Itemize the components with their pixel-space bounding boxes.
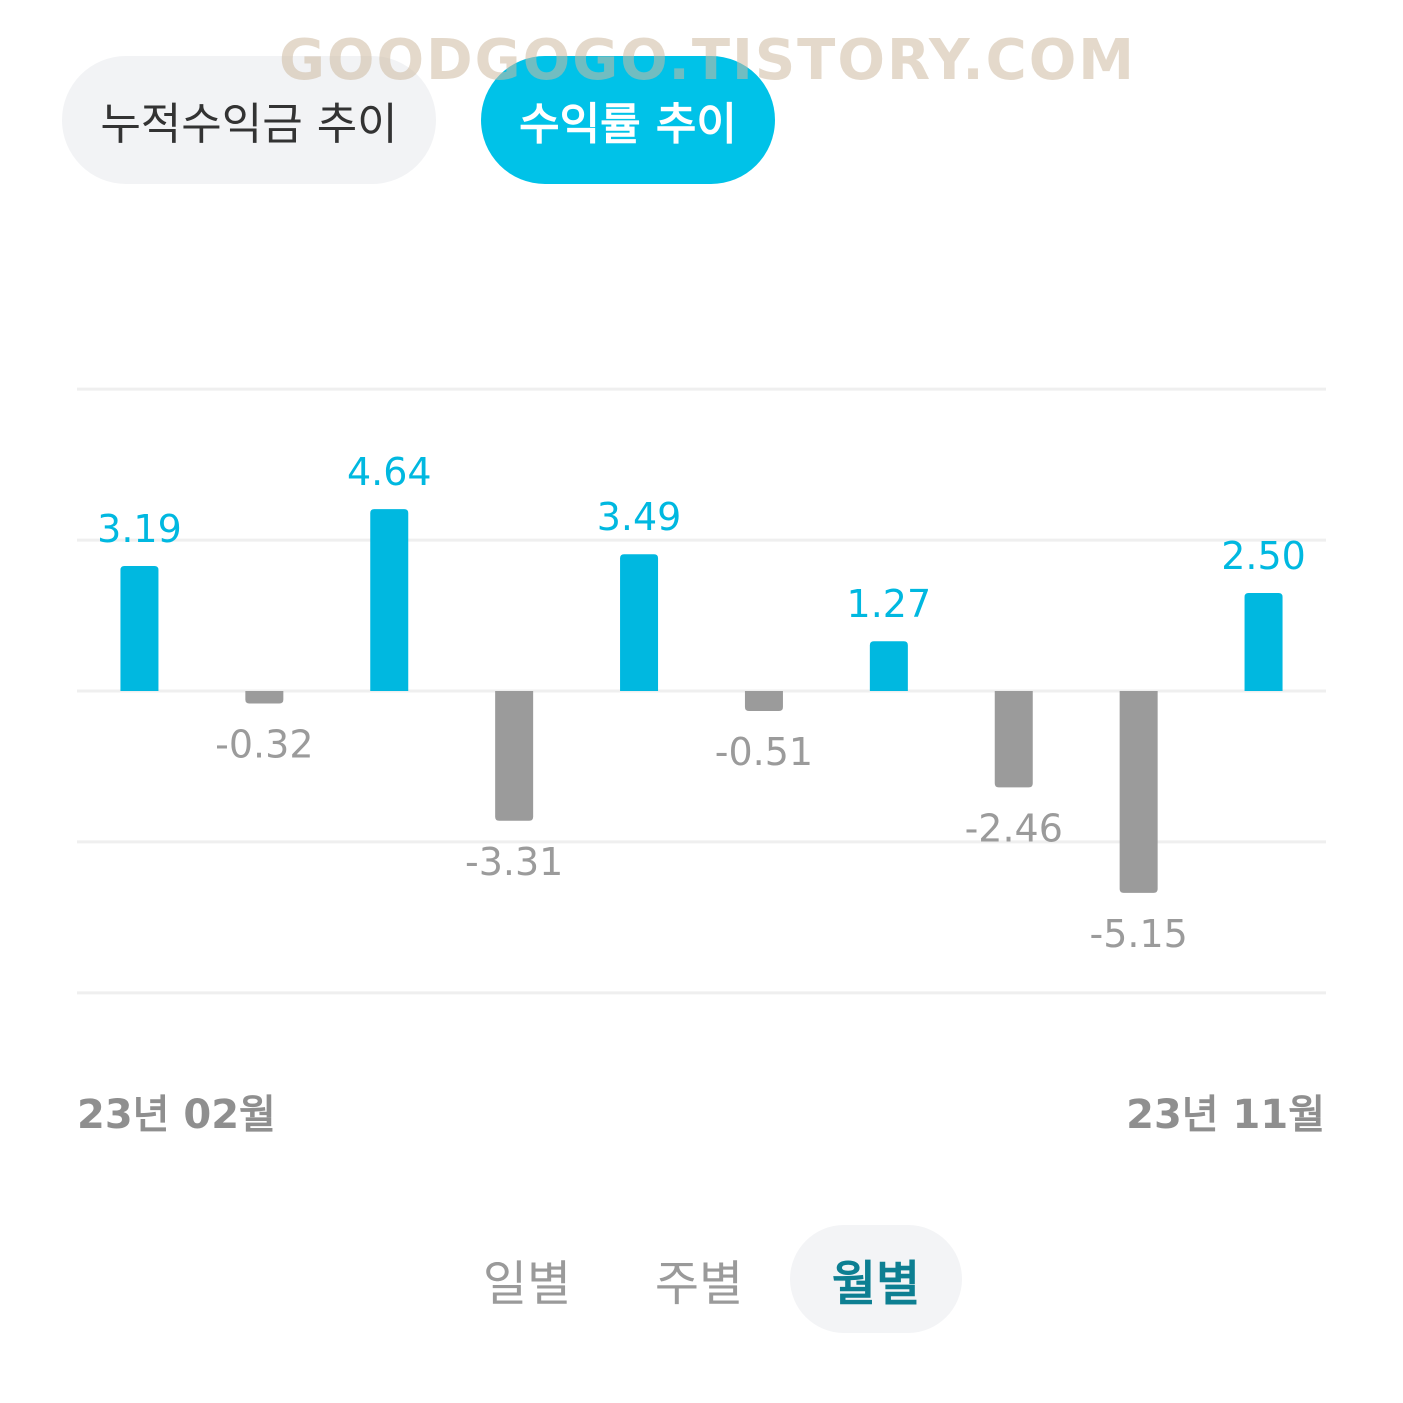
x-axis-end-label: 23년 11월 (1126, 1092, 1325, 1138)
period-daily-label: 일별 (482, 1256, 572, 1312)
chart-bar (869, 641, 908, 691)
chart-bar (370, 509, 409, 691)
chart-bar (1244, 593, 1283, 691)
chart-data-label: 2.50 (1221, 534, 1306, 578)
chart-bar (120, 565, 159, 691)
chart-bar (495, 691, 534, 821)
period-daily-button[interactable]: 일별 (470, 1225, 584, 1333)
chart-bar (994, 691, 1033, 788)
chart-data-label: 4.64 (347, 450, 432, 494)
tab-cumulative-profit[interactable]: 누적수익금 추이 (62, 56, 436, 184)
chart-data-label: -0.32 (215, 723, 313, 767)
chart-data-label: -0.51 (715, 730, 813, 774)
chart-bar (1119, 691, 1158, 893)
chart-data-label: -3.31 (465, 840, 563, 884)
chart-data-label: -2.46 (965, 806, 1063, 850)
tab-return-rate-label: 수익률 추이 (519, 99, 737, 150)
chart-bar (744, 691, 783, 711)
period-weekly-button[interactable]: 주별 (642, 1225, 756, 1333)
chart-bar (620, 554, 659, 691)
period-monthly-label: 월별 (831, 1256, 921, 1312)
chart-data-label: 3.49 (597, 495, 682, 539)
chart-data-label: 3.19 (97, 507, 182, 551)
chart-bar (245, 691, 284, 704)
chart-data-label: 1.27 (847, 582, 932, 626)
x-axis-start-label: 23년 02월 (77, 1092, 276, 1138)
tab-return-rate[interactable]: 수익률 추이 (481, 56, 775, 184)
period-monthly-button[interactable]: 월별 (790, 1225, 962, 1333)
tab-cumulative-profit-label: 누적수익금 추이 (100, 99, 398, 150)
period-weekly-label: 주별 (654, 1256, 744, 1312)
return-rate-bar-chart: 3.19 -0.32 4.64 -3.31 3.49 -0.51 1.27 -2.46 -5.1… (77, 387, 1326, 995)
chart-data-label: -5.15 (1089, 912, 1187, 956)
